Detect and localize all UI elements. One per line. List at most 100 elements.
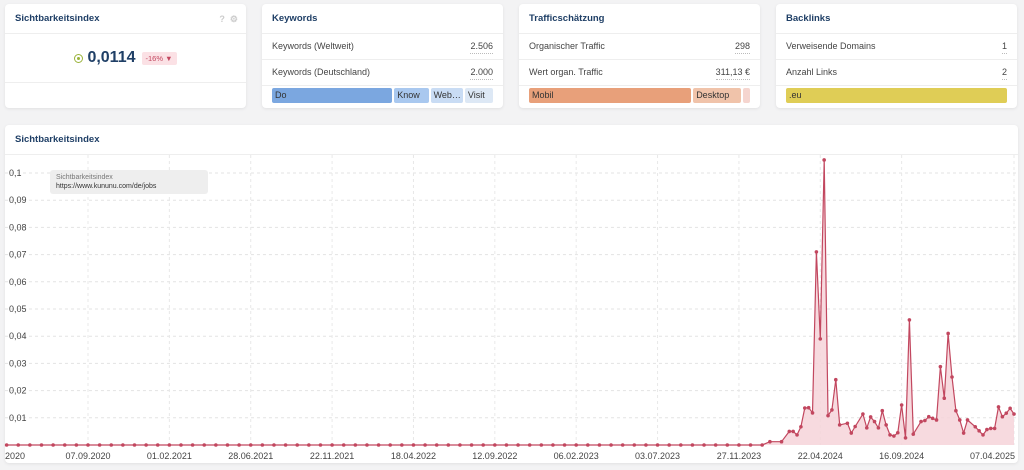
bar-segment[interactable] bbox=[742, 88, 751, 103]
data-point bbox=[144, 443, 148, 447]
data-point bbox=[806, 405, 811, 410]
data-point bbox=[341, 443, 346, 447]
stat-value[interactable]: 298 bbox=[734, 39, 750, 54]
data-point bbox=[833, 377, 838, 382]
data-point bbox=[826, 413, 830, 418]
stat-value[interactable]: 311,13 € bbox=[715, 65, 750, 80]
stat-row: Wert organ. Traffic 311,13 € bbox=[519, 60, 760, 86]
data-point bbox=[493, 443, 497, 447]
data-point bbox=[225, 443, 230, 447]
x-tick-label: 28.06.2021 bbox=[228, 451, 273, 461]
data-point bbox=[539, 443, 544, 447]
data-point bbox=[961, 431, 966, 435]
data-point bbox=[830, 408, 834, 412]
data-point bbox=[644, 443, 648, 447]
data-point bbox=[620, 443, 625, 447]
stat-row: Organischer Traffic 298 bbox=[519, 34, 760, 60]
data-point bbox=[946, 331, 950, 336]
card-title-text: Sichtbarkeitsindex bbox=[15, 13, 100, 24]
x-tick-label: 12.09.2022 bbox=[472, 451, 517, 461]
data-point bbox=[609, 443, 613, 447]
gear-icon[interactable]: ⚙ bbox=[229, 14, 238, 24]
bar-segment[interactable]: Know bbox=[394, 88, 429, 103]
data-point bbox=[597, 443, 602, 447]
y-tick-label: 0,06 bbox=[9, 277, 27, 287]
bar-segment[interactable]: Do bbox=[272, 88, 393, 103]
data-point bbox=[822, 158, 826, 162]
distribution-bar: .eu bbox=[786, 88, 1007, 103]
data-point bbox=[132, 443, 137, 447]
data-point bbox=[272, 443, 276, 447]
data-point bbox=[283, 443, 288, 447]
stat-row: Keywords (Deutschland) 2.000 bbox=[262, 60, 503, 86]
x-tick-label: 07.09.2020 bbox=[65, 451, 110, 461]
stat-value[interactable]: 2 bbox=[1001, 65, 1007, 80]
data-point bbox=[51, 443, 55, 447]
stat-row: Anzahl Links 2 bbox=[776, 60, 1017, 86]
y-tick-label: 0,07 bbox=[9, 250, 27, 260]
card-title: Trafficschätzung bbox=[519, 4, 760, 34]
data-point bbox=[86, 443, 90, 447]
bar-segment[interactable]: .eu bbox=[786, 88, 1007, 103]
data-point bbox=[876, 426, 881, 430]
data-point bbox=[423, 443, 427, 447]
data-point bbox=[985, 427, 989, 432]
x-tick-label: 2020 bbox=[5, 451, 25, 461]
data-point bbox=[109, 443, 114, 447]
data-point bbox=[469, 443, 474, 447]
data-point bbox=[802, 406, 807, 410]
series-area bbox=[6, 159, 1015, 445]
data-point bbox=[996, 405, 1001, 409]
data-point bbox=[868, 415, 873, 419]
card-title: Sichtbarkeitsindex ? ⚙ bbox=[5, 4, 246, 34]
data-point bbox=[895, 430, 900, 435]
stat-value[interactable]: 2.506 bbox=[470, 39, 493, 54]
data-point bbox=[973, 424, 978, 429]
bar-segment[interactable]: Desktop bbox=[693, 88, 741, 103]
triangle-down-icon: ▼ bbox=[165, 53, 173, 63]
data-point bbox=[586, 443, 590, 447]
data-point bbox=[957, 418, 962, 422]
data-point bbox=[954, 408, 958, 413]
x-tick-label: 22.04.2024 bbox=[798, 451, 843, 461]
stat-label: Anzahl Links bbox=[786, 67, 838, 77]
data-point bbox=[39, 443, 44, 447]
data-point bbox=[942, 396, 947, 401]
data-point bbox=[481, 443, 485, 447]
visibility-chart[interactable]: 0,01 0,02 0,03 0,04 0,05 0,06 0,07 0,08 0,09 0,1 2… bbox=[0, 150, 1024, 470]
bar-segment[interactable]: Mobil bbox=[529, 88, 692, 103]
data-point bbox=[97, 443, 102, 447]
data-point bbox=[1000, 414, 1005, 419]
data-point bbox=[845, 421, 850, 426]
visibility-card: Sichtbarkeitsindex ? ⚙ 0,0114 -16% ▼ bbox=[5, 4, 246, 108]
data-point bbox=[28, 443, 32, 447]
y-tick-label: 0,04 bbox=[9, 331, 27, 341]
distribution-bar: Mobil Desktop bbox=[529, 88, 751, 103]
data-point bbox=[853, 424, 857, 429]
data-point bbox=[934, 418, 939, 422]
data-point bbox=[179, 443, 183, 447]
data-point bbox=[516, 443, 520, 447]
data-point bbox=[655, 443, 660, 447]
stat-label: Wert organ. Traffic bbox=[529, 67, 603, 77]
data-point bbox=[919, 419, 923, 424]
data-point bbox=[121, 443, 125, 447]
data-point bbox=[864, 426, 869, 430]
bar-segment[interactable]: Visit bbox=[464, 88, 493, 103]
visibility-value: 0,0114 bbox=[87, 49, 136, 66]
stat-label: Organischer Traffic bbox=[529, 41, 605, 51]
data-point bbox=[992, 426, 997, 431]
chart-tooltip: Sichtbarkeitsindex https://www.kununu.co… bbox=[50, 170, 208, 194]
data-point bbox=[810, 411, 815, 415]
y-tick-label: 0,01 bbox=[9, 413, 27, 423]
data-point bbox=[1008, 406, 1012, 411]
stat-value[interactable]: 1 bbox=[1001, 39, 1007, 54]
bar-segment[interactable]: Web… bbox=[430, 88, 463, 103]
data-point bbox=[938, 364, 943, 369]
stat-value[interactable]: 2.000 bbox=[470, 65, 493, 80]
data-point bbox=[667, 443, 671, 447]
data-point bbox=[74, 443, 79, 447]
data-point bbox=[388, 443, 393, 447]
data-point bbox=[295, 443, 300, 447]
help-icon[interactable]: ? bbox=[219, 14, 225, 24]
